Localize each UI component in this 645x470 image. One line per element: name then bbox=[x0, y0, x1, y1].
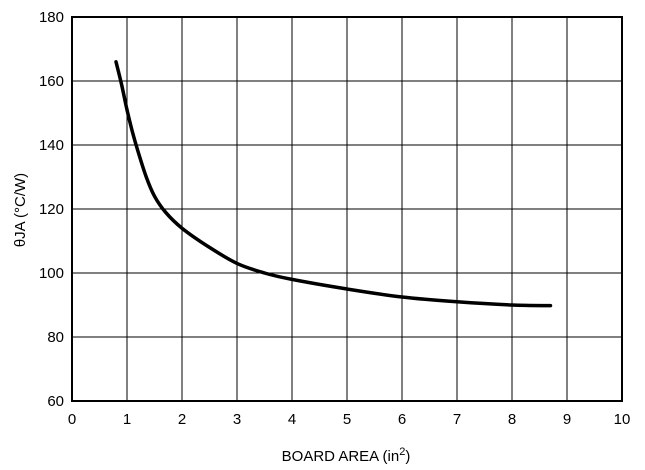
y-axis-label: θJA (°C/W) bbox=[12, 173, 29, 247]
y-tick-label: 180 bbox=[39, 9, 64, 26]
x-axis-label-suffix: ) bbox=[405, 448, 410, 465]
x-tick-label: 9 bbox=[563, 411, 571, 428]
plot-frame bbox=[71, 16, 623, 402]
x-axis-label-superscript: 2 bbox=[399, 446, 405, 458]
x-axis-label-text: BOARD AREA (in bbox=[282, 448, 400, 465]
x-axis-label: BOARD AREA (in2) bbox=[282, 446, 411, 465]
y-tick-label: 160 bbox=[39, 73, 64, 90]
x-tick-label: 6 bbox=[398, 411, 406, 428]
y-tick-label: 100 bbox=[39, 265, 64, 282]
y-tick-label: 60 bbox=[47, 393, 64, 410]
x-tick-label: 8 bbox=[508, 411, 516, 428]
x-tick-labels: 0 1 2 3 4 5 6 7 8 9 10 bbox=[68, 411, 631, 428]
x-tick-label: 3 bbox=[233, 411, 241, 428]
x-tick-label: 4 bbox=[288, 411, 296, 428]
x-tick-label: 1 bbox=[123, 411, 131, 428]
y-tick-labels: 60 80 100 120 140 160 180 bbox=[39, 9, 64, 410]
y-tick-label: 80 bbox=[47, 329, 64, 346]
y-tick-label: 140 bbox=[39, 137, 64, 154]
x-tick-label: 7 bbox=[453, 411, 461, 428]
x-tick-label: 10 bbox=[614, 411, 631, 428]
x-tick-label: 0 bbox=[68, 411, 76, 428]
grid bbox=[72, 17, 622, 401]
series-line bbox=[114, 60, 553, 308]
x-tick-label: 5 bbox=[343, 411, 351, 428]
y-tick-label: 120 bbox=[39, 201, 64, 218]
x-tick-label: 2 bbox=[178, 411, 186, 428]
